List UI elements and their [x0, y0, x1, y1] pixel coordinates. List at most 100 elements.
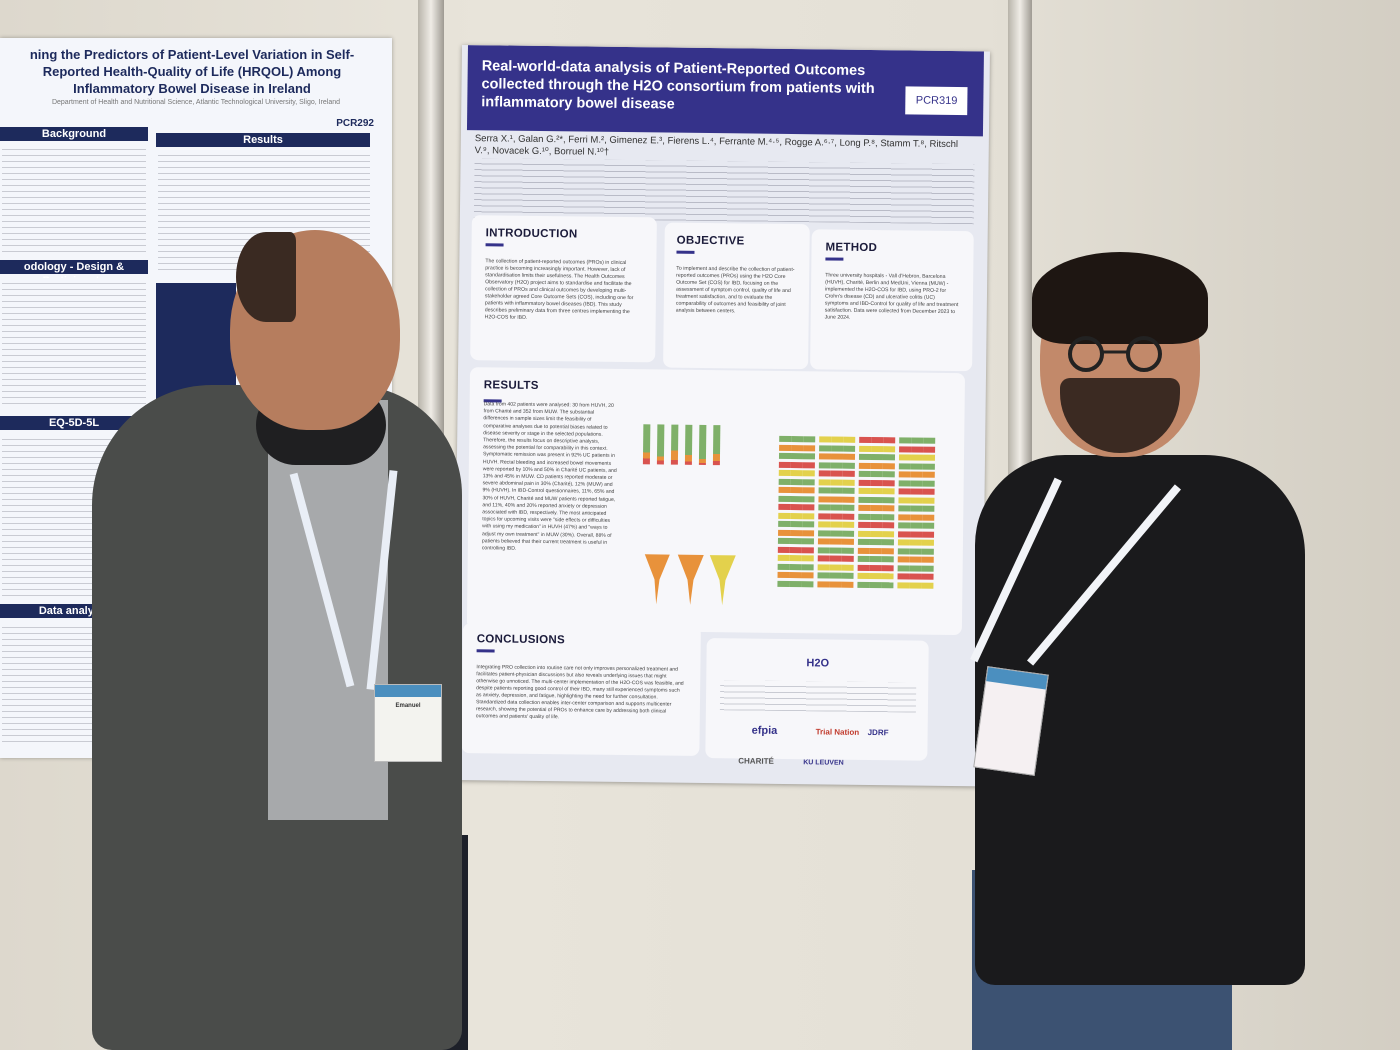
- violin-charts: [644, 554, 736, 606]
- heatmap-cell: [778, 529, 791, 536]
- heatmap-cell: [841, 581, 854, 588]
- poster-affiliations: [473, 158, 975, 225]
- heatmap-cell: [819, 444, 832, 452]
- heatmap-cell: [870, 471, 883, 478]
- heatmap-cell: [842, 513, 855, 520]
- left-poster-text: [2, 144, 146, 254]
- heatmap-cell: [831, 445, 844, 452]
- heatmap-cell: [898, 496, 911, 504]
- heatmap-cell: [921, 573, 934, 580]
- heatmap-cell: [910, 471, 923, 478]
- heatmap-cell: [858, 470, 871, 478]
- heatmap-cell: [803, 444, 816, 451]
- heatmap-cell: [818, 495, 831, 503]
- heatmap-cell: [922, 480, 935, 487]
- heatmap-cell: [910, 463, 923, 470]
- heatmap-cell: [883, 437, 896, 444]
- heatmap-cell: [910, 480, 923, 487]
- heatmap-cell: [802, 521, 815, 528]
- heatmap-cell: [818, 453, 832, 460]
- poster-header: Real-world-data analysis of Patient-Repo…: [466, 45, 984, 137]
- efpia-logo: efpia: [751, 724, 778, 737]
- h2o-logo: H2O: [806, 657, 830, 670]
- heatmap-cell: [869, 547, 882, 554]
- heatmap-cell: [818, 512, 831, 520]
- heatmap-cell: [778, 469, 791, 477]
- heatmap-cell: [883, 445, 896, 452]
- heatmap-cell: [831, 436, 844, 443]
- heatmap-cell: [909, 582, 922, 589]
- chart-bar: [642, 424, 651, 465]
- heatmap-cell: [842, 487, 855, 494]
- charite-logo: CHARITÉ: [738, 756, 774, 766]
- heatmap-cell: [790, 461, 803, 468]
- heatmap-cell: [777, 580, 790, 587]
- heatmap-cell: [881, 581, 894, 588]
- heatmap-cell: [858, 453, 872, 461]
- heatmap-cell: [897, 573, 910, 580]
- heatmap-cell: [870, 505, 883, 512]
- heatmap-cell: [817, 538, 830, 545]
- heatmap-cell: [830, 513, 843, 520]
- heatmap-cell: [841, 572, 854, 579]
- trial-nation-logo: Trial Nation: [815, 727, 860, 737]
- heatmap-cell: [829, 547, 842, 554]
- heatmap-cell: [801, 555, 814, 562]
- heatmap-cell: [790, 504, 803, 511]
- heatmap-cell: [830, 530, 843, 537]
- left-poster-heading-eq5d: EQ-5D-5L: [0, 416, 148, 430]
- heatmap-cell: [802, 453, 816, 460]
- introduction-heading: INTRODUCTION: [485, 227, 578, 241]
- heatmap-cell: [858, 487, 871, 495]
- heatmap-cell: [790, 512, 803, 519]
- heatmap-cell: [818, 529, 831, 537]
- heatmap-cell: [922, 454, 936, 461]
- heatmap-cell: [829, 555, 842, 562]
- heatmap-cell: [922, 488, 935, 495]
- heatmap-cell: [830, 487, 843, 494]
- heatmap-cell: [802, 529, 815, 536]
- heatmap-cell: [779, 435, 792, 443]
- heatmap-cell: [829, 581, 842, 588]
- heatmap-cell: [881, 539, 894, 546]
- funding-text: [719, 680, 917, 713]
- heatmap-cell: [923, 437, 936, 444]
- heatmap-cell: [801, 572, 814, 579]
- heatmap-cell: [921, 556, 934, 563]
- person-right-hair: [1032, 252, 1208, 344]
- method-box: METHOD Three university hospitals - Vall…: [810, 229, 974, 372]
- left-poster-title: ning the Predictors of Patient-Level Var…: [29, 47, 355, 96]
- heatmap-cell: [789, 572, 802, 579]
- heatmap-cell: [801, 563, 814, 570]
- heatmap-cell: [778, 495, 791, 502]
- heatmap-cell: [817, 546, 830, 554]
- heatmap-cell: [898, 513, 911, 521]
- heatmap-cell: [778, 512, 791, 519]
- heatmap-cell: [802, 470, 815, 477]
- heatmap-cell: [817, 563, 830, 571]
- heatmap-cell: [841, 547, 854, 554]
- heatmap-cell: [830, 479, 843, 486]
- heatmap-cell: [898, 522, 911, 529]
- heatmap-cell: [923, 446, 936, 453]
- heatmap-cell: [897, 564, 910, 572]
- heatmap-cell: [870, 462, 883, 469]
- results-box: RESULTS Data from 402 patients were anal…: [466, 367, 966, 636]
- heatmap-cell: [871, 437, 884, 444]
- method-heading: METHOD: [825, 241, 878, 255]
- heatmap-cell: [882, 513, 895, 520]
- heatmap-cell: [803, 436, 816, 443]
- heatmap-cell: [922, 514, 935, 521]
- heatmap-cell: [829, 564, 842, 571]
- heatmap-cell: [909, 539, 922, 546]
- jdrf-logo: JDRF: [867, 728, 889, 738]
- heatmap-cell: [909, 548, 922, 555]
- heatmap-cell: [778, 452, 792, 460]
- left-poster-heading-background: Background: [0, 127, 148, 141]
- heatmap-cell: [922, 471, 935, 478]
- objective-box: OBJECTIVE To implement and describe the …: [663, 222, 810, 370]
- heatmap-cell: [841, 555, 854, 562]
- heatmap-cell: [921, 582, 934, 589]
- conclusions-text: Integrating PRO collection into routine …: [475, 664, 684, 721]
- heatmap-cell: [881, 547, 894, 554]
